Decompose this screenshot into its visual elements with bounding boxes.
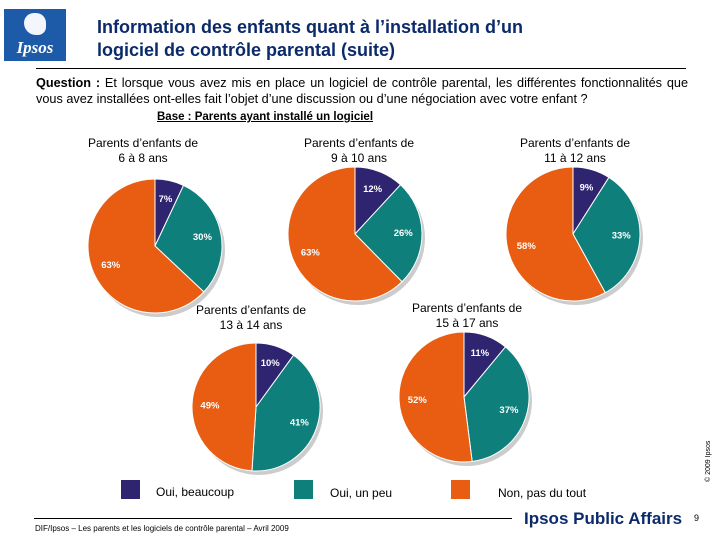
chart-title-line1: Parents d’enfants de <box>303 136 415 150</box>
pie-slice-non-pas-du-tout <box>287 166 403 302</box>
pie-chart-0: 7% 30% 63% <box>87 178 225 317</box>
footer-source: DIF/Ipsos – Les parents et les logiciels… <box>35 524 289 533</box>
chart-title-line2: 11 à 12 ans <box>544 151 606 165</box>
pie-slice-non-pas-du-tout <box>87 178 205 314</box>
question-label: Question : <box>36 76 101 90</box>
pie-data-label: 9% <box>580 183 594 194</box>
pie-chart-2: 9% 33% 58% <box>505 166 643 305</box>
footer-brand: Ipsos Public Affairs <box>524 509 683 528</box>
pie-slice-non-pas-du-tout <box>191 342 257 472</box>
chart-title-line2: 6 à 8 ans <box>118 151 168 165</box>
pie-data-label: 11% <box>471 348 490 359</box>
chart-title-13-14: Parents d’enfants de 13 à 14 ans <box>186 303 316 333</box>
pie-data-label: 12% <box>363 184 383 195</box>
pie-slice-oui-un-peu <box>354 184 423 283</box>
pie-chart-3: 10% 41% 49% <box>191 342 323 475</box>
footer-divider <box>34 518 512 519</box>
pie-data-label: 63% <box>101 260 121 271</box>
pie-slice-oui-un-peu <box>154 184 223 293</box>
pie-data-label: 7% <box>159 194 173 205</box>
legend-swatch-non-pas-du-tout <box>451 480 470 499</box>
legend-swatch-oui-beaucoup <box>121 480 140 499</box>
chart-title-line1: Parents d’enfants de <box>87 136 199 150</box>
legend-label-non-pas-du-tout: Non, pas du tout <box>498 486 587 500</box>
chart-title-9-10: Parents d’enfants de 9 à 10 ans <box>294 136 424 166</box>
base-note: Base : Parents ayant installé un logicie… <box>157 111 374 123</box>
pie-data-label: 49% <box>200 401 220 412</box>
chart-title-line1: Parents d’enfants de <box>195 303 307 317</box>
legend-swatch-oui-un-peu <box>294 480 313 499</box>
chart-title-11-12: Parents d’enfants de 11 à 12 ans <box>510 136 640 166</box>
chart-title-line2: 15 à 17 ans <box>435 316 499 330</box>
ipsos-logo: Ipsos <box>4 9 66 61</box>
pie-data-label: 41% <box>290 418 310 429</box>
pie-data-label: 37% <box>499 405 519 416</box>
pie-chart-1: 12% 26% 63% <box>287 166 425 305</box>
logo-text: Ipsos <box>16 38 54 57</box>
title-line-2: logiciel de contrôle parental (suite) <box>97 40 396 60</box>
title-line-1: Information des enfants quant à l’instal… <box>97 17 524 37</box>
legend-label-oui-beaucoup: Oui, beaucoup <box>156 485 235 499</box>
chart-title-line2: 9 à 10 ans <box>330 151 388 165</box>
ipsos-head-icon <box>24 13 46 35</box>
question-text: Question : Et lorsque vous avez mis en p… <box>36 75 688 107</box>
pie-data-label: 52% <box>408 395 428 406</box>
chart-title-line1: Parents d’enfants de <box>519 136 631 150</box>
pie-chart-4: 11% 37% 52% <box>398 331 532 466</box>
pie-data-label: 33% <box>612 231 632 242</box>
pie-slice-oui-un-peu <box>251 354 321 472</box>
pie-data-label: 10% <box>261 358 281 369</box>
pie-data-label: 58% <box>517 241 537 252</box>
pie-data-label: 63% <box>301 247 321 258</box>
pie-data-label: 30% <box>193 232 213 243</box>
chart-title-15-17: Parents d’enfants de 15 à 17 ans <box>402 301 532 331</box>
pie-slice-oui-un-peu <box>463 346 530 463</box>
legend-label-oui-un-peu: Oui, un peu <box>330 486 393 500</box>
pie-slice-non-pas-du-tout <box>505 166 606 302</box>
chart-title-line2: 13 à 14 ans <box>219 318 283 332</box>
chart-title-6-8: Parents d’enfants de 6 à 8 ans <box>78 136 208 166</box>
page-title: Information des enfants quant à l’instal… <box>97 16 697 62</box>
title-divider <box>36 68 686 69</box>
question-body: Et lorsque vous avez mis en place un log… <box>36 76 689 106</box>
chart-title-line1: Parents d’enfants de <box>411 301 523 315</box>
pie-slice-non-pas-du-tout <box>398 331 473 463</box>
page-number: 9 <box>694 513 700 523</box>
pie-data-label: 26% <box>394 228 414 239</box>
copyright-note: © 2009 Ipsos <box>705 440 712 482</box>
